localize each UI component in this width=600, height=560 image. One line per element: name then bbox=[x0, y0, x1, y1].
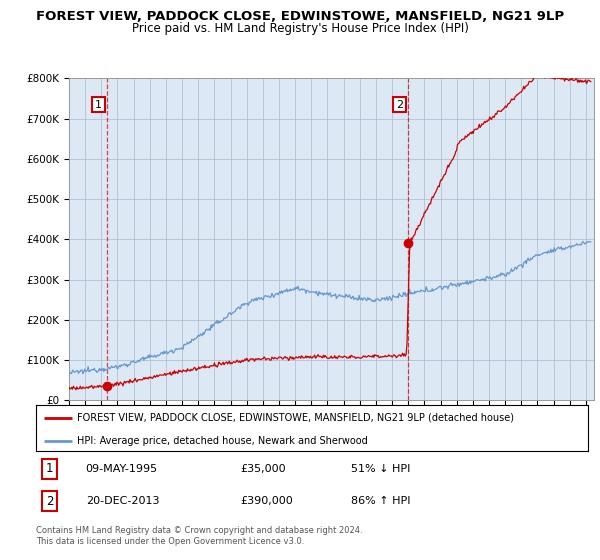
Text: 2: 2 bbox=[46, 494, 53, 508]
Text: FOREST VIEW, PADDOCK CLOSE, EDWINSTOWE, MANSFIELD, NG21 9LP (detached house): FOREST VIEW, PADDOCK CLOSE, EDWINSTOWE, … bbox=[77, 413, 514, 423]
Text: 20-DEC-2013: 20-DEC-2013 bbox=[86, 496, 159, 506]
Text: Price paid vs. HM Land Registry's House Price Index (HPI): Price paid vs. HM Land Registry's House … bbox=[131, 22, 469, 35]
Text: £390,000: £390,000 bbox=[240, 496, 293, 506]
Text: £35,000: £35,000 bbox=[240, 464, 286, 474]
Text: HPI: Average price, detached house, Newark and Sherwood: HPI: Average price, detached house, Newa… bbox=[77, 436, 368, 446]
Text: 1: 1 bbox=[46, 463, 53, 475]
Text: Contains HM Land Registry data © Crown copyright and database right 2024.
This d: Contains HM Land Registry data © Crown c… bbox=[36, 526, 362, 546]
Text: FOREST VIEW, PADDOCK CLOSE, EDWINSTOWE, MANSFIELD, NG21 9LP: FOREST VIEW, PADDOCK CLOSE, EDWINSTOWE, … bbox=[36, 10, 564, 23]
Text: 09-MAY-1995: 09-MAY-1995 bbox=[86, 464, 158, 474]
Text: 51% ↓ HPI: 51% ↓ HPI bbox=[350, 464, 410, 474]
Text: 2: 2 bbox=[396, 100, 403, 110]
Text: 86% ↑ HPI: 86% ↑ HPI bbox=[350, 496, 410, 506]
Text: 1: 1 bbox=[95, 100, 102, 110]
